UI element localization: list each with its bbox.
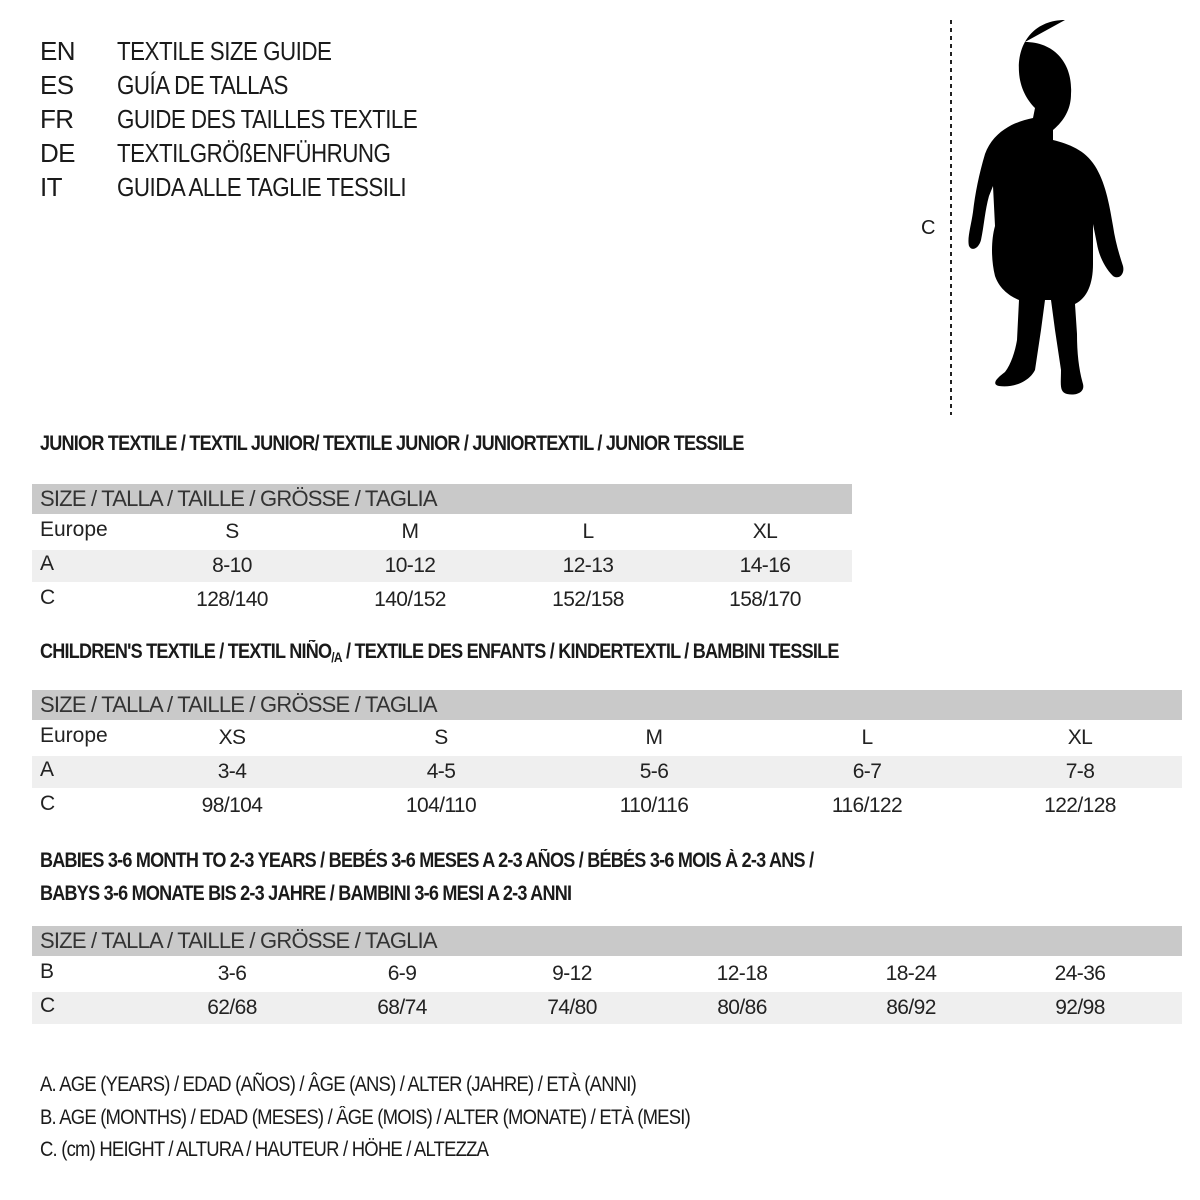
row-label: B [40, 960, 55, 983]
row-label: Europe [40, 724, 108, 747]
table-cell: XL [1067, 726, 1093, 749]
table-cell: 6-9 [387, 962, 417, 985]
table-cell: 68/74 [377, 996, 427, 1019]
table-cell: M [645, 726, 664, 749]
lang-code-de: DE [40, 138, 76, 168]
lang-title-it: GUIDA ALLE TAGLIE TESSILI [117, 172, 407, 202]
table-cell: XS [218, 726, 246, 749]
babies-heading-line2: BABYS 3-6 MONATE BIS 2-3 JAHRE / BAMBINI… [40, 882, 572, 905]
table-header: SIZE / TALLA / TAILLE / GRÖSSE / TAGLIA [32, 690, 1182, 720]
table-row: C 98/104 104/110 110/116 116/122 122/128 [32, 790, 1182, 822]
table-cell: 7-8 [1065, 760, 1095, 783]
lang-code-es: ES [40, 70, 74, 100]
table-cell: 14-16 [739, 554, 791, 577]
table-row: Europe XS S M L XL [32, 722, 1182, 754]
row-label: C [40, 994, 56, 1017]
children-heading-rest: / TEXTILE DES ENFANTS / KINDERTEXTIL / B… [341, 640, 839, 663]
babies-size-table: SIZE / TALLA / TAILLE / GRÖSSE / TAGLIA … [32, 926, 1182, 1024]
table-cell: 116/122 [831, 794, 903, 817]
table-cell: XL [752, 520, 778, 543]
table-cell: 86/92 [886, 996, 936, 1019]
children-heading: CHILDREN'S TEXTILE / TEXTIL NIÑO/A / TEX… [40, 640, 839, 665]
lang-code-en: EN [40, 36, 76, 66]
table-cell: 158/170 [729, 588, 801, 611]
legend-c: C. (cm) HEIGHT / ALTURA / HAUTEUR / HÖHE… [40, 1138, 489, 1161]
table-cell: 62/68 [207, 996, 257, 1019]
table-cell: 6-7 [852, 760, 882, 783]
row-label: Europe [40, 518, 108, 541]
lang-code-it: IT [40, 172, 63, 202]
row-label: C [40, 586, 56, 609]
table-cell: 18-24 [885, 962, 937, 985]
table-row: B 3-6 6-9 9-12 12-18 18-24 24-36 [32, 958, 1182, 990]
table-cell: 4-5 [426, 760, 456, 783]
table-cell: 3-4 [217, 760, 247, 783]
table-cell: L [582, 520, 594, 543]
babies-heading-line1: BABIES 3-6 MONTH TO 2-3 YEARS / BEBÉS 3-… [40, 849, 814, 872]
table-cell: M [401, 520, 420, 543]
table-row: C 62/68 68/74 74/80 80/86 86/92 92/98 [32, 992, 1182, 1024]
children-size-table: SIZE / TALLA / TAILLE / GRÖSSE / TAGLIA … [32, 690, 1182, 822]
table-cell: 128/140 [196, 588, 268, 611]
lang-title-es: GUÍA DE TALLAS [117, 70, 288, 100]
table-cell: L [861, 726, 873, 749]
junior-heading: JUNIOR TEXTILE / TEXTIL JUNIOR/ TEXTILE … [40, 432, 744, 455]
table-cell: 8-10 [212, 554, 252, 577]
table-header: SIZE / TALLA / TAILLE / GRÖSSE / TAGLIA [32, 484, 852, 514]
lang-code-fr: FR [40, 104, 74, 134]
table-cell: 3-6 [217, 962, 247, 985]
figure-height-label: C [921, 217, 935, 239]
legend-b: B. AGE (MONTHS) / EDAD (MESES) / ÂGE (MO… [40, 1106, 691, 1129]
table-cell: 24-36 [1054, 962, 1106, 985]
legend-a: A. AGE (YEARS) / EDAD (AÑOS) / ÂGE (ANS)… [40, 1073, 637, 1096]
table-row: Europe S M L XL [32, 516, 852, 548]
table-cell: 5-6 [639, 760, 669, 783]
table-cell: 92/98 [1055, 996, 1105, 1019]
table-cell: 12-18 [716, 962, 768, 985]
table-cell: 80/86 [717, 996, 767, 1019]
lang-title-fr: GUIDE DES TAILLES TEXTILE [117, 104, 418, 134]
table-cell: 110/116 [619, 794, 689, 817]
lang-title-de: TEXTILGRÖßENFÜHRUNG [117, 138, 391, 168]
row-label: A [40, 758, 55, 781]
table-cell: 140/152 [374, 588, 446, 611]
table-row: C 128/140 140/152 152/158 158/170 [32, 584, 852, 616]
table-row: A 3-4 4-5 5-6 6-7 7-8 [32, 756, 1182, 788]
table-cell: S [434, 726, 448, 749]
table-cell: 74/80 [547, 996, 597, 1019]
table-cell: S [225, 520, 239, 543]
children-heading-part: CHILDREN'S TEXTILE / TEXTIL NIÑO [40, 640, 332, 663]
table-cell: 152/158 [552, 588, 624, 611]
row-label: C [40, 792, 56, 815]
table-cell: 104/110 [405, 794, 477, 817]
child-silhouette-icon [950, 20, 1124, 415]
table-header: SIZE / TALLA / TAILLE / GRÖSSE / TAGLIA [32, 926, 1182, 956]
child-height-figure: C [900, 15, 1160, 420]
table-cell: 122/128 [1044, 794, 1116, 817]
table-cell: 9-12 [552, 962, 592, 985]
junior-size-table: SIZE / TALLA / TAILLE / GRÖSSE / TAGLIA … [32, 484, 852, 616]
table-row: A 8-10 10-12 12-13 14-16 [32, 550, 852, 582]
row-label: A [40, 552, 55, 575]
table-cell: 10-12 [384, 554, 436, 577]
lang-title-en: TEXTILE SIZE GUIDE [117, 36, 332, 66]
table-cell: 12-13 [562, 554, 614, 577]
table-cell: 98/104 [201, 794, 263, 817]
children-heading-subscript: /A [331, 649, 342, 665]
